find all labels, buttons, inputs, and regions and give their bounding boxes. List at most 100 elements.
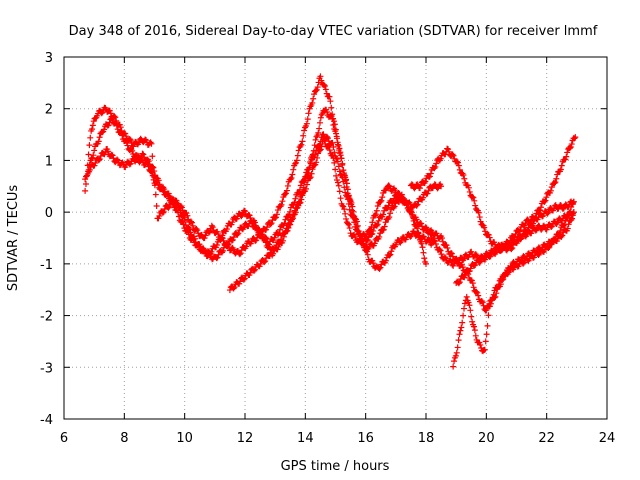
data-point — [251, 266, 258, 273]
data-point — [214, 254, 221, 261]
data-point — [468, 313, 475, 320]
data-point — [124, 142, 131, 149]
data-point — [230, 246, 237, 253]
x-tick-label: 6 — [60, 431, 68, 446]
data-point — [312, 136, 319, 143]
data-point — [370, 227, 377, 234]
data-point — [176, 204, 183, 211]
data-point — [427, 231, 434, 238]
data-point — [495, 281, 502, 288]
data-point — [155, 177, 162, 184]
data-point — [108, 151, 115, 158]
data-point — [477, 341, 484, 348]
data-point — [479, 299, 486, 306]
data-point — [470, 323, 477, 330]
data-point — [95, 138, 102, 145]
data-point — [194, 227, 201, 234]
data-point — [418, 220, 425, 227]
data-point — [466, 268, 473, 275]
data-point — [334, 179, 341, 186]
data-point — [470, 284, 477, 291]
x-tick-label: 24 — [599, 431, 616, 446]
data-point — [343, 180, 350, 187]
x-tick-label: 22 — [538, 431, 555, 446]
data-point — [299, 192, 306, 199]
data-point — [334, 155, 341, 162]
data-point — [416, 185, 423, 192]
data-point — [533, 210, 540, 217]
data-point — [372, 211, 379, 218]
data-point — [151, 168, 158, 175]
data-point — [354, 227, 361, 234]
data-point — [455, 337, 462, 344]
data-point — [159, 209, 166, 216]
data-point — [112, 114, 119, 121]
data-point — [332, 166, 339, 173]
data-point — [342, 210, 349, 217]
data-point — [454, 158, 461, 165]
data-point — [489, 295, 496, 302]
data-point — [376, 265, 383, 272]
data-point — [552, 179, 559, 186]
data-point — [315, 129, 322, 136]
data-point — [299, 138, 306, 145]
x-axis-label: GPS time / hours — [281, 459, 390, 474]
data-point — [521, 259, 528, 266]
data-point — [229, 219, 236, 226]
data-point — [431, 237, 438, 244]
series-1 — [82, 73, 429, 267]
data-point — [236, 251, 243, 258]
data-point — [344, 186, 351, 193]
data-point — [386, 214, 393, 221]
data-point — [460, 172, 467, 179]
data-point — [438, 251, 445, 258]
data-point — [264, 224, 271, 231]
data-point — [140, 151, 147, 158]
data-point — [374, 203, 381, 210]
data-point — [188, 219, 195, 226]
data-point — [321, 81, 328, 88]
data-point — [381, 207, 388, 214]
data-point — [542, 197, 549, 204]
data-point — [186, 225, 193, 232]
data-point — [148, 140, 155, 147]
data-point — [109, 152, 116, 159]
data-point — [472, 332, 479, 339]
x-tick-label: 14 — [297, 431, 314, 446]
series-6 — [450, 198, 577, 370]
data-point — [353, 218, 360, 225]
data-point — [391, 195, 398, 202]
data-point — [442, 254, 449, 261]
data-point — [499, 277, 506, 284]
data-point — [555, 231, 562, 238]
data-point — [278, 201, 285, 208]
data-point — [546, 244, 553, 251]
data-point — [500, 276, 507, 283]
data-point — [561, 221, 568, 228]
data-point — [461, 175, 468, 182]
data-point — [409, 211, 416, 218]
data-point — [126, 161, 133, 168]
data-point — [548, 223, 555, 230]
data-point — [564, 149, 571, 156]
data-point — [275, 231, 282, 238]
data-point — [156, 181, 163, 188]
data-point — [517, 236, 524, 243]
data-point — [453, 349, 460, 356]
data-point — [126, 135, 133, 142]
data-point — [345, 200, 352, 207]
data-point — [330, 155, 337, 162]
data-point — [401, 197, 408, 204]
data-point — [91, 147, 98, 154]
data-point — [554, 171, 561, 178]
data-point — [282, 216, 289, 223]
data-point — [283, 190, 290, 197]
data-point — [241, 275, 248, 282]
data-point — [448, 250, 455, 257]
data-point — [569, 210, 576, 217]
data-point — [467, 307, 474, 314]
data-point — [191, 235, 198, 242]
data-point — [268, 220, 275, 227]
data-point — [387, 210, 394, 217]
data-point — [309, 166, 316, 173]
